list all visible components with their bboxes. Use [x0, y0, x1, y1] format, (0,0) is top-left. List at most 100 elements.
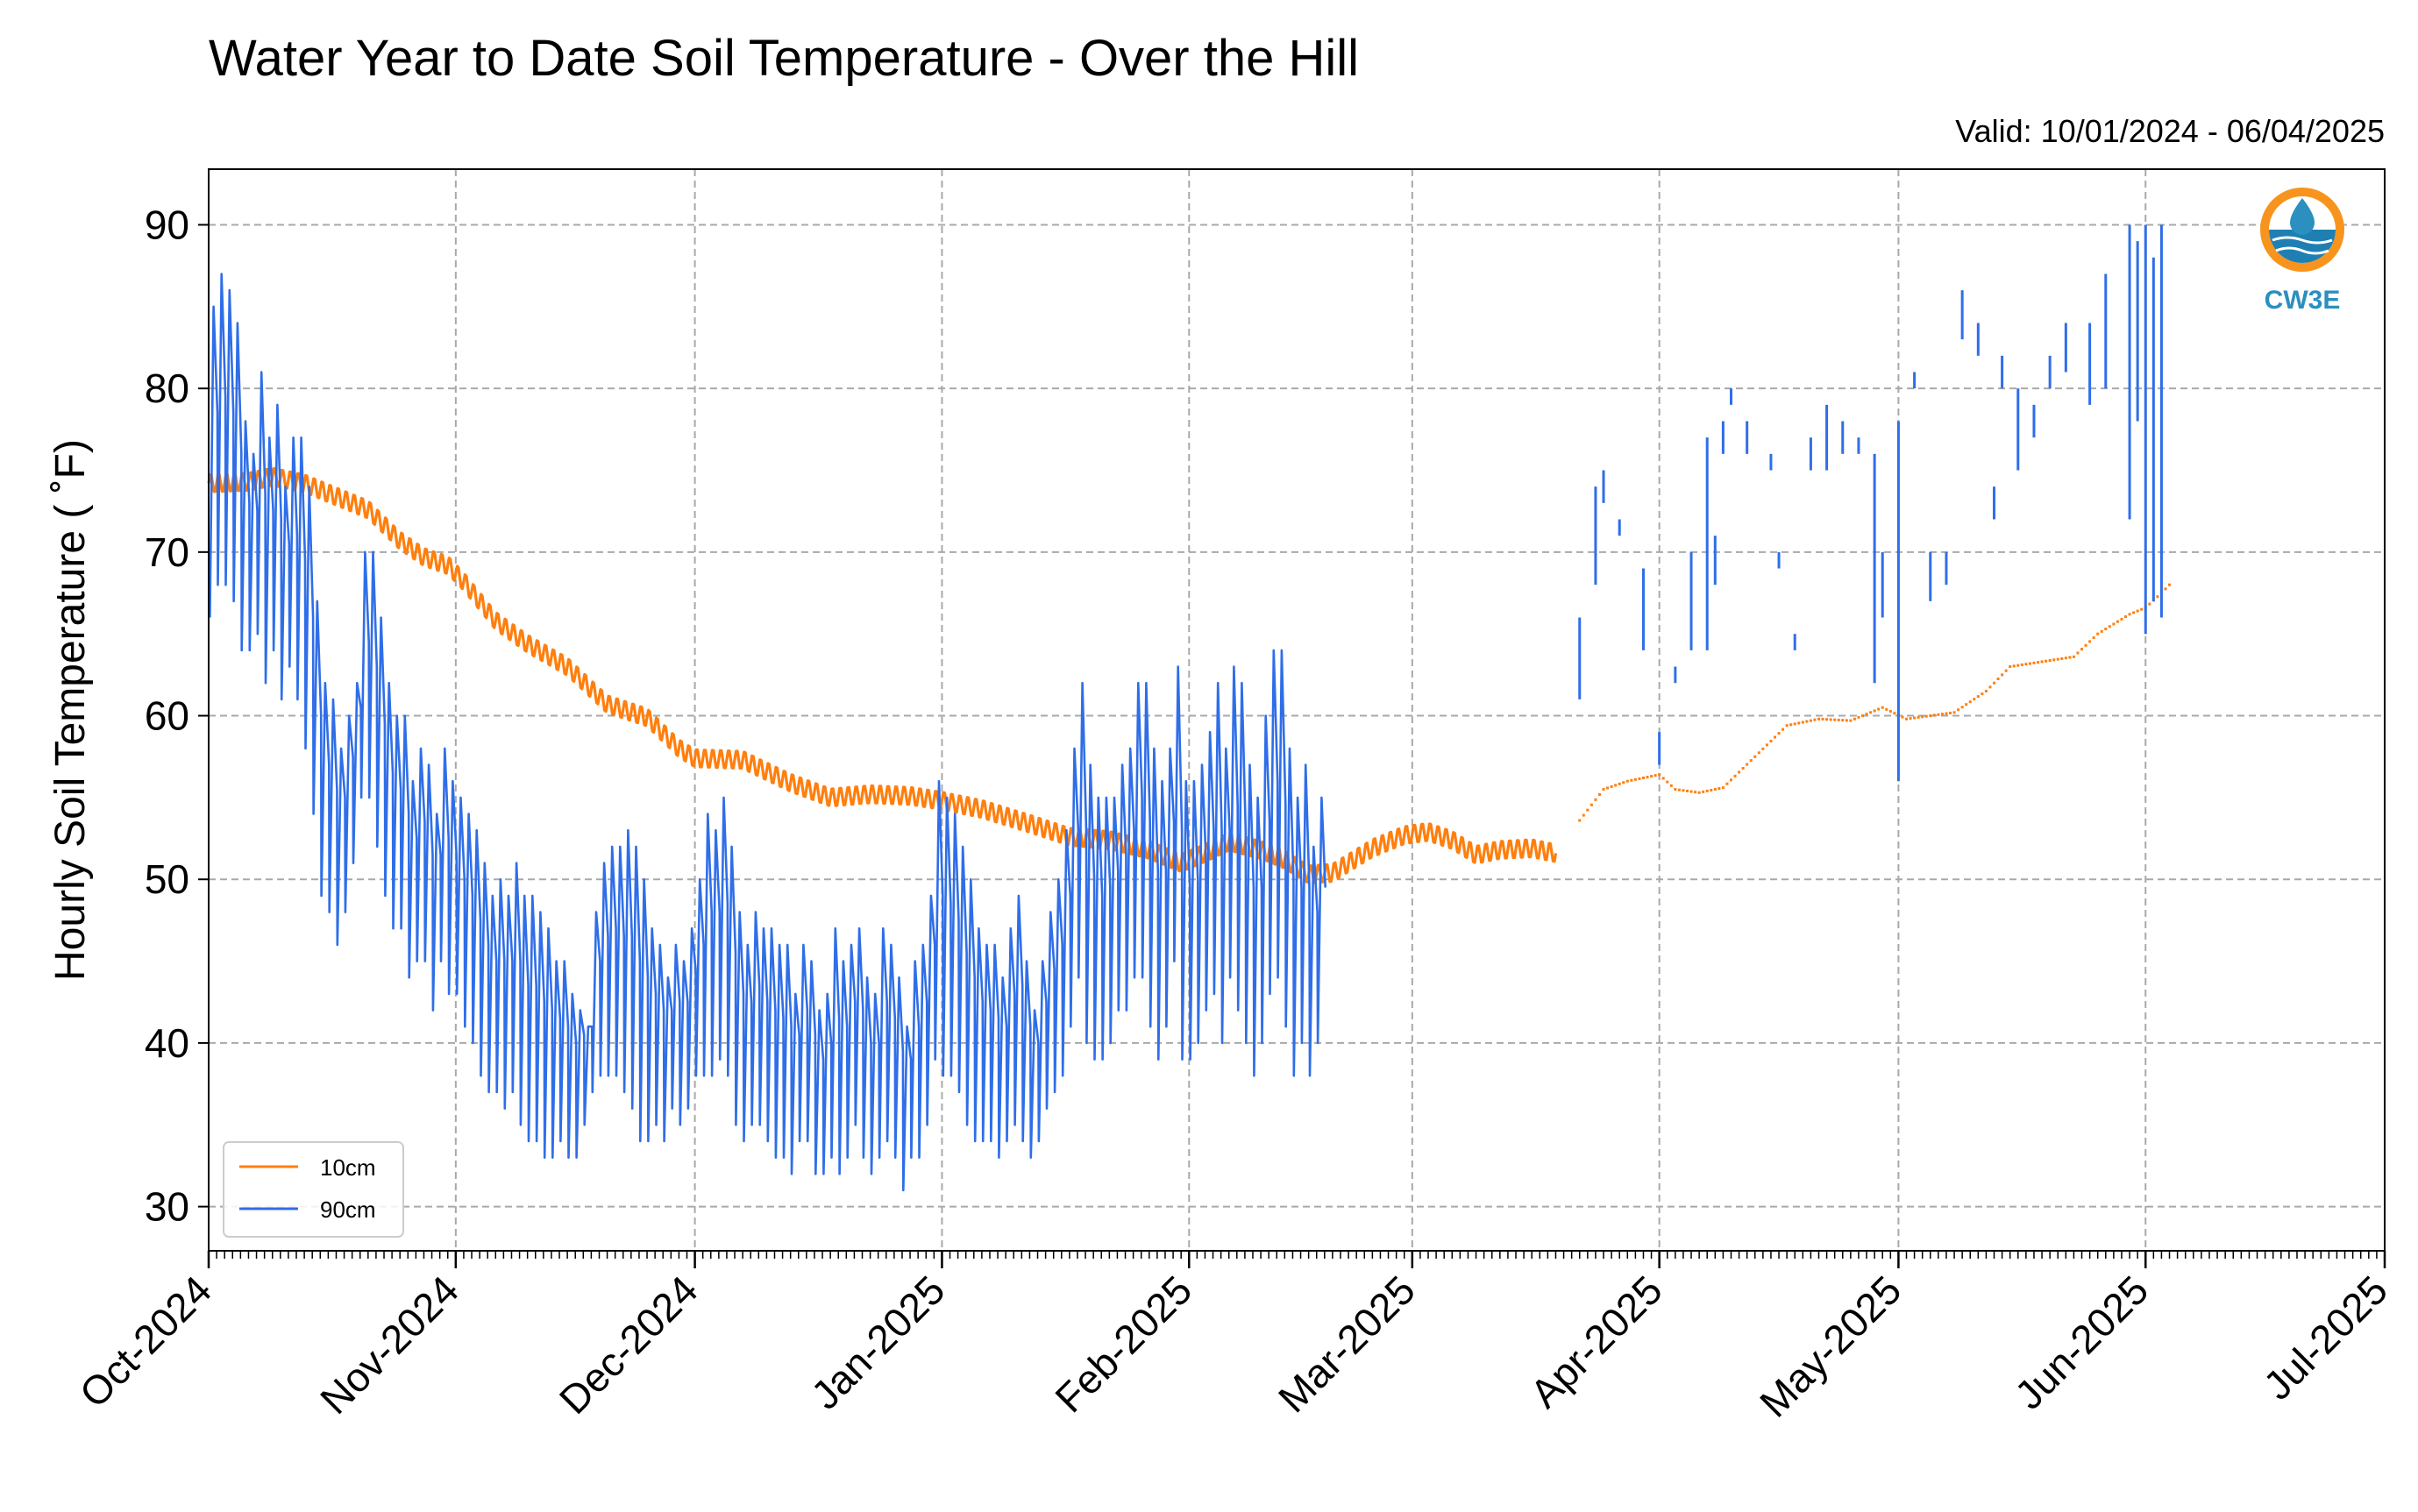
- series-10cm-dot: [2037, 661, 2040, 664]
- series-10cm-dot: [2001, 673, 2004, 677]
- series-10cm-dot: [1761, 747, 1765, 750]
- series-10cm-dot: [1921, 715, 1924, 719]
- series-10cm-dot: [2104, 628, 2108, 631]
- plot-border: [208, 168, 2386, 1252]
- series-10cm-dot: [1749, 759, 1753, 763]
- series-10cm-dot: [2060, 657, 2064, 660]
- series-10cm-dot: [1713, 788, 1717, 791]
- series-10cm-dot: [1685, 789, 1689, 792]
- series-10cm-dot: [1578, 819, 1582, 822]
- x-axis-ticks: Oct-2024 Nov-2024 Dec-2024 Jan-2025 Feb-2025…: [71, 1251, 2397, 1426]
- x-tick-label: Nov-2024: [311, 1267, 467, 1423]
- series-10cm-dot: [1646, 776, 1649, 779]
- series-10cm-dot: [2164, 587, 2167, 591]
- legend-label-10cm: 10cm: [320, 1154, 376, 1181]
- series-10cm-dot: [2028, 662, 2031, 665]
- x-tick-label: Jul-2025: [2255, 1267, 2397, 1409]
- series-10cm-dot: [2088, 640, 2092, 643]
- series-10cm-dot: [2120, 617, 2123, 621]
- series-10cm-dot: [1813, 718, 1817, 721]
- series-10cm-dot: [2045, 659, 2048, 663]
- series-10cm-dot: [1888, 710, 1892, 713]
- series-10cm-dot: [2108, 625, 2111, 628]
- series-10cm-dot: [2084, 643, 2087, 647]
- series-10cm-dot: [1841, 719, 1845, 722]
- series-10cm-dot: [1973, 698, 1976, 701]
- series-10cm-dot: [1885, 707, 1888, 711]
- series-10cm-dot: [2096, 632, 2100, 635]
- y-tick-label: 70: [145, 529, 189, 575]
- series-10cm-dot: [1913, 716, 1917, 720]
- series-10cm-dot: [1817, 717, 1820, 721]
- x-tick-label: Mar-2025: [1269, 1267, 1424, 1421]
- logo-text: CW3E: [2265, 286, 2341, 315]
- chart-title: Water Year to Date Soil Temperature - Ov…: [209, 30, 1359, 87]
- series-10cm-dot: [1837, 718, 1840, 721]
- series-10cm-dot: [1702, 790, 1705, 793]
- x-tick-label: Feb-2025: [1046, 1267, 1200, 1421]
- series-10cm-dot: [2128, 613, 2131, 616]
- series-10cm-dot: [2156, 595, 2159, 599]
- series-10cm-dot: [1821, 718, 1824, 721]
- x-tick-label: May-2025: [1751, 1267, 1910, 1425]
- x-tick-label: Apr-2025: [1521, 1267, 1671, 1416]
- y-tick-label: 40: [145, 1020, 189, 1066]
- series-10cm-dot: [2100, 629, 2103, 633]
- series-10cm-dot: [1960, 706, 1964, 709]
- series-10cm-dot: [1797, 721, 1801, 725]
- series-10cm-dot: [1793, 722, 1796, 726]
- series-10cm-dot: [1949, 711, 1952, 714]
- series-10cm-dot: [1829, 718, 1832, 721]
- series-10cm-dot: [1630, 778, 1633, 782]
- series-10cm-dot: [2012, 664, 2016, 668]
- series-10cm-dot: [1682, 789, 1685, 792]
- series-10cm-dot: [2112, 622, 2116, 626]
- series-10cm-dot: [1586, 808, 1589, 812]
- series-10cm-dot: [1625, 779, 1629, 783]
- x-tick-label: Oct-2024: [71, 1267, 221, 1416]
- series-10cm-dot: [1873, 709, 1876, 713]
- series-10cm-dot: [1861, 714, 1865, 718]
- series-10cm-dot: [1952, 711, 1956, 714]
- series-10cm-dot: [1865, 713, 1868, 716]
- x-tick-label: Jan-2025: [802, 1267, 953, 1417]
- series-10cm-dot: [1753, 755, 1757, 758]
- series-10cm-dot: [2009, 665, 2012, 669]
- series-10cm-dot: [1781, 728, 1785, 731]
- series-10cm-dot: [2056, 657, 2059, 661]
- series-10cm-dot: [1614, 784, 1618, 787]
- y-tick-label: 60: [145, 693, 189, 739]
- series-10cm-dot: [1932, 713, 1936, 717]
- series-10cm-dot: [2132, 611, 2136, 614]
- series-10cm-dot: [1988, 685, 1992, 689]
- series-10cm-dot: [1689, 790, 1693, 793]
- series-10cm-dot: [1993, 681, 1996, 685]
- series-10cm-dot: [1589, 803, 1593, 806]
- series-10cm-dot: [1721, 786, 1725, 790]
- y-axis-label: Hourly Soil Temperature ( ˚F): [47, 439, 94, 981]
- series-10cm-dot: [1582, 813, 1585, 817]
- y-tick-label: 30: [145, 1184, 189, 1230]
- series-10cm-dot: [2076, 651, 2080, 655]
- legend-label-90cm: 90cm: [320, 1196, 376, 1223]
- series-10cm-dot: [1789, 723, 1793, 727]
- series-10cm-dot: [1641, 776, 1645, 779]
- series-10cm-dot: [1849, 719, 1853, 722]
- series-10cm-dot: [1833, 718, 1837, 721]
- water-drop-icon: [2290, 198, 2315, 235]
- series-10cm-dot: [2072, 655, 2075, 658]
- series-10cm-dot: [1729, 778, 1732, 782]
- series-10cm-dot: [1917, 715, 1920, 719]
- series-10cm-dot: [1857, 715, 1860, 719]
- series-10cm-dot: [2004, 669, 2008, 672]
- series-10cm-dot: [1957, 708, 1960, 712]
- series-10cm-dot: [1618, 782, 1621, 785]
- series-10cm-dot: [1606, 786, 1610, 790]
- series-10cm-dot: [2124, 615, 2128, 619]
- series-10cm-dot: [1717, 787, 1721, 791]
- series-10cm-dot: [2140, 607, 2144, 611]
- series-10cm-dot: [1738, 770, 1741, 774]
- series-10cm-continuous: [207, 467, 1558, 884]
- series-10cm-dot: [1622, 781, 1625, 784]
- series-10cm-dot: [1597, 792, 1601, 796]
